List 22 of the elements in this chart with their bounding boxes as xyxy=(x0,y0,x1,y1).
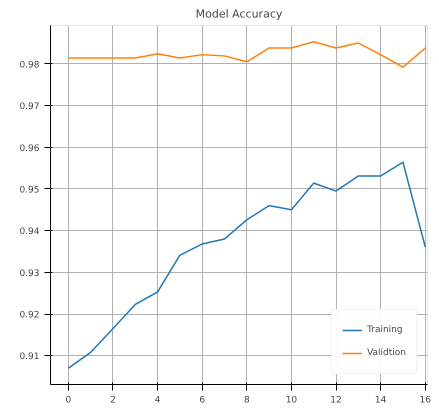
x-tick-label: 6 xyxy=(199,396,206,406)
y-tick-label: 0.95 xyxy=(19,185,40,196)
x-tick-label: 4 xyxy=(154,396,161,406)
y-tick-label: 0.93 xyxy=(19,268,40,279)
y-tick-label: 0.98 xyxy=(19,60,40,70)
legend-label: Validtion xyxy=(367,348,406,358)
line-series xyxy=(68,162,426,369)
y-tick-label: 0.94 xyxy=(19,227,40,238)
x-tick-label: 14 xyxy=(374,396,387,406)
y-tick-label: 0.91 xyxy=(19,352,40,362)
y-tick-label: 0.92 xyxy=(19,310,40,321)
x-tick-label: 8 xyxy=(244,396,250,406)
chart-title: Model Accuracy xyxy=(196,8,283,20)
x-tick-label: 12 xyxy=(330,396,342,406)
y-tick-label: 0.96 xyxy=(19,144,40,154)
legend-label: Training xyxy=(367,325,403,335)
x-tick-label: 16 xyxy=(420,396,432,406)
x-tick-label: 0 xyxy=(65,396,72,406)
line-series xyxy=(68,41,426,68)
x-tick-label: 10 xyxy=(286,396,298,406)
x-tick-label: 2 xyxy=(110,396,116,406)
y-tick-label: 0.97 xyxy=(19,102,40,112)
